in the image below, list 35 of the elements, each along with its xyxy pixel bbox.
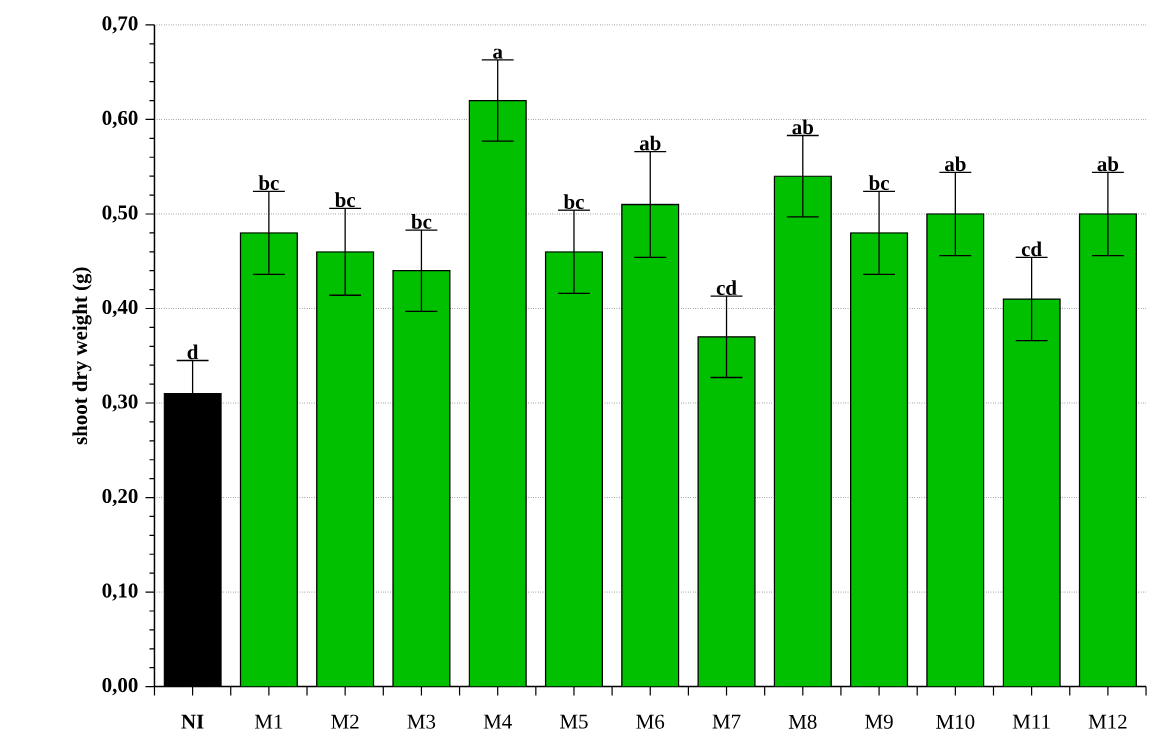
y-tick-label: 0,50 [102,205,138,223]
y-tick-label: 0,60 [102,110,138,128]
x-tick-label: M2 [331,714,359,729]
y-tick-label: 0,10 [102,583,138,601]
y-tick-label: 0,00 [102,677,138,695]
annotation: ab [792,119,813,135]
x-tick-label: M9 [865,714,893,729]
annotation: a [493,48,503,59]
annotation: bc [563,194,584,209]
annotation: ab [1097,156,1119,171]
x-tick-label: M10 [936,714,975,729]
x-tick-label: M6 [636,714,665,729]
annotation: d [187,344,199,360]
x-tick-label: M4 [483,714,512,729]
annotation: cd [716,280,737,295]
y-tick-label: 0,40 [102,299,138,317]
x-tick-label: M5 [560,714,588,729]
x-tick-label: M7 [712,714,741,729]
y-axis-title: shoot dry weight (g) [72,267,92,445]
y-tick-label: 0,20 [102,488,138,506]
x-tick-label: M11 [1012,714,1050,729]
annotation: bc [258,175,279,190]
annotation: cd [1021,241,1042,257]
x-tick-label: M8 [788,714,817,729]
annotation: ab [944,156,966,171]
x-tick-label: M3 [407,714,436,729]
annotation: ab [639,135,661,151]
x-tick-label: M12 [1088,714,1127,729]
annotation: bc [334,192,356,207]
y-tick-label: 0,70 [102,16,138,34]
annotation: bc [411,213,432,229]
x-tick-label: NI [181,714,204,729]
y-tick-label: 0,30 [102,394,138,412]
annotation: bc [868,175,890,190]
x-tick-label: M1 [254,714,283,729]
